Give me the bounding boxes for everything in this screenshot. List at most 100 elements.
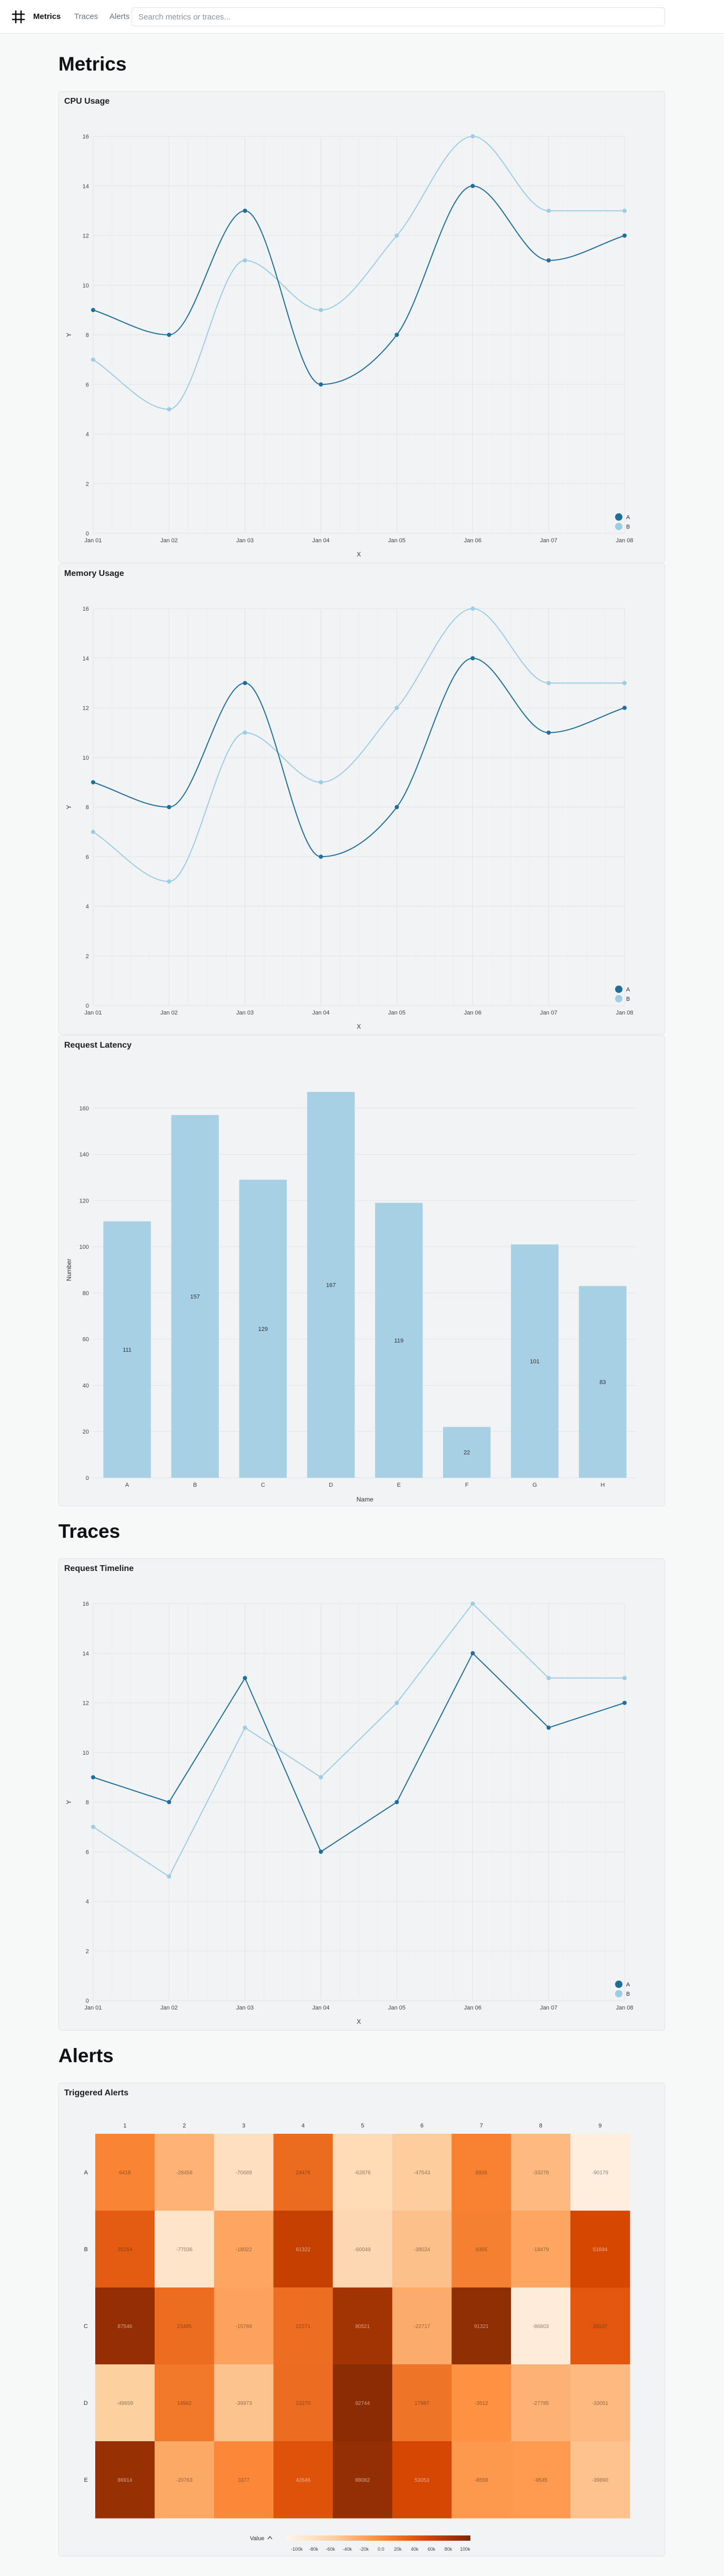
bar-value-label: 129 xyxy=(258,1326,268,1332)
data-point-b xyxy=(546,1676,551,1680)
bar-c xyxy=(239,1179,287,1478)
heatmap-cell xyxy=(273,2364,334,2442)
nav-metrics[interactable]: Metrics xyxy=(33,12,61,21)
colorbar-tick-label: -20k xyxy=(359,2547,369,2552)
data-point-a xyxy=(622,705,627,710)
column-label: 3 xyxy=(242,2123,245,2129)
traces-section-title: Traces xyxy=(58,1520,120,1542)
colorbar-tick-label: -40k xyxy=(343,2547,352,2552)
heatmap-cell xyxy=(570,2287,630,2365)
x-tick-label: Jan 07 xyxy=(540,2005,557,2011)
y-tick-label: 6 xyxy=(86,382,89,388)
row-label: C xyxy=(84,2323,88,2330)
heatmap-cell-value: 23485 xyxy=(177,2324,192,2330)
bar-value-label: 111 xyxy=(123,1347,132,1353)
heatmap-cell xyxy=(570,2364,630,2442)
cpu-usage-title: CPU Usage xyxy=(64,97,110,106)
y-tick-label: 10 xyxy=(83,755,89,761)
y-tick-label: 14 xyxy=(83,655,89,662)
y-axis-label: Number xyxy=(65,1259,73,1281)
x-tick-label: Jan 03 xyxy=(236,1010,254,1016)
memory-usage-title: Memory Usage xyxy=(64,569,124,578)
y-tick-label: 0 xyxy=(86,1475,89,1481)
heatmap-cell xyxy=(273,2441,334,2519)
data-point-b xyxy=(318,307,323,312)
series-line-b xyxy=(93,1603,625,1877)
app-logo-icon[interactable] xyxy=(12,10,25,24)
legend-marker-b xyxy=(615,1990,622,1997)
data-point-a xyxy=(470,1651,475,1656)
data-point-b xyxy=(167,1874,172,1879)
heatmap-cell xyxy=(95,2211,155,2288)
legend-marker-b xyxy=(615,523,622,530)
memory-usage-panel: Memory Usage 0 2 4 6 8 10 12 14 16 Jan 01 Jan 02 Ja… xyxy=(58,563,665,1035)
data-point-a xyxy=(91,1775,95,1779)
heatmap-cell xyxy=(333,2441,393,2519)
data-point-b xyxy=(395,705,399,710)
x-tick-label: Jan 05 xyxy=(388,538,406,544)
heatmap-cell-value: -8558 xyxy=(475,2478,488,2483)
request-timeline-chart: 0 2 4 6 8 10 12 14 16 Jan 01 Jan 02 Jan 03 Jan 04 Jan… xyxy=(65,1601,634,2025)
bar-g xyxy=(511,1244,559,1478)
data-point-b xyxy=(167,879,172,884)
triggered-alerts-panel: Triggered Alerts 1 2 3 4 5 6 7 8 9 A 6418 -28458 -70… xyxy=(58,2083,665,2557)
heatmap-cell xyxy=(214,2364,274,2442)
top-nav: Metrics Traces Alerts xyxy=(0,0,724,34)
y-tick-label: 10 xyxy=(83,283,89,289)
heatmap-cell-value: 87546 xyxy=(118,2324,133,2330)
heatmap-cell-value: 88082 xyxy=(355,2478,370,2483)
heatmap-cell xyxy=(214,2211,274,2288)
y-tick-label: 4 xyxy=(86,432,89,438)
data-point-a xyxy=(395,1800,399,1804)
data-point-b xyxy=(395,233,399,238)
data-point-b xyxy=(91,1825,95,1829)
heatmap-cell-value: -20763 xyxy=(176,2478,193,2483)
data-point-a xyxy=(395,333,399,337)
x-tick-label: Jan 04 xyxy=(312,1010,329,1016)
heatmap-cell-value: -70689 xyxy=(236,2170,253,2176)
heatmap-cell-value: -33051 xyxy=(592,2401,609,2406)
data-point-b xyxy=(470,606,475,611)
y-tick-label: 60 xyxy=(83,1337,89,1343)
data-point-a xyxy=(546,730,551,735)
legend-marker-a xyxy=(615,1981,622,1988)
heatmap-cell-value: -27785 xyxy=(532,2401,549,2406)
column-label: 2 xyxy=(183,2123,186,2129)
data-point-b xyxy=(167,407,172,412)
x-axis-label: X xyxy=(357,1023,361,1030)
y-tick-label: 12 xyxy=(83,705,89,712)
nav-traces[interactable]: Traces xyxy=(74,12,98,21)
chevron-up-icon xyxy=(267,2536,273,2540)
heatmap-cell-value: 8926 xyxy=(476,2170,488,2176)
y-tick-label: 6 xyxy=(86,854,89,860)
x-tick-label: Jan 07 xyxy=(540,538,557,544)
data-point-b xyxy=(470,134,475,138)
bar-h xyxy=(579,1286,627,1478)
search-input[interactable] xyxy=(132,7,665,26)
colorbar-tick-label: 20k xyxy=(394,2547,402,2552)
cpu-usage-panel: CPU Usage 0 2 4 6 8 10 12 14 16 Jan 01 Jan 02 Jan 0… xyxy=(58,91,665,563)
legend-label-b: B xyxy=(626,524,630,530)
cpu-usage-chart: 0 2 4 6 8 10 12 14 16 Jan 01 Jan 02 Jan 03 Jan 04 Jan… xyxy=(65,134,634,558)
heatmap-cell xyxy=(392,2134,452,2211)
triggered-alerts-title: Triggered Alerts xyxy=(64,2088,129,2097)
heatmap-cell-value: 22271 xyxy=(296,2324,310,2330)
data-point-a xyxy=(622,233,627,238)
data-point-a xyxy=(167,1800,172,1804)
heatmap-cell-value: 91321 xyxy=(474,2324,489,2330)
x-tick-label: F xyxy=(465,1482,469,1488)
heatmap-cell-value: -90179 xyxy=(592,2170,609,2176)
colorbar-tick-label: -60k xyxy=(326,2547,335,2552)
heatmap-cell xyxy=(95,2441,155,2519)
legend-label-a: A xyxy=(626,1982,630,1988)
data-point-a xyxy=(395,805,399,809)
colorbar-tick-label: -100k xyxy=(291,2547,303,2552)
x-tick-label: Jan 08 xyxy=(616,538,633,544)
nav-alerts[interactable]: Alerts xyxy=(109,12,130,21)
x-tick-label: D xyxy=(329,1482,333,1488)
request-latency-title: Request Latency xyxy=(64,1041,132,1050)
heatmap-cell-value: 86914 xyxy=(118,2478,133,2483)
series-line-a xyxy=(93,1652,625,1853)
heatmap-cell xyxy=(333,2211,393,2288)
heatmap-cell xyxy=(273,2211,334,2288)
